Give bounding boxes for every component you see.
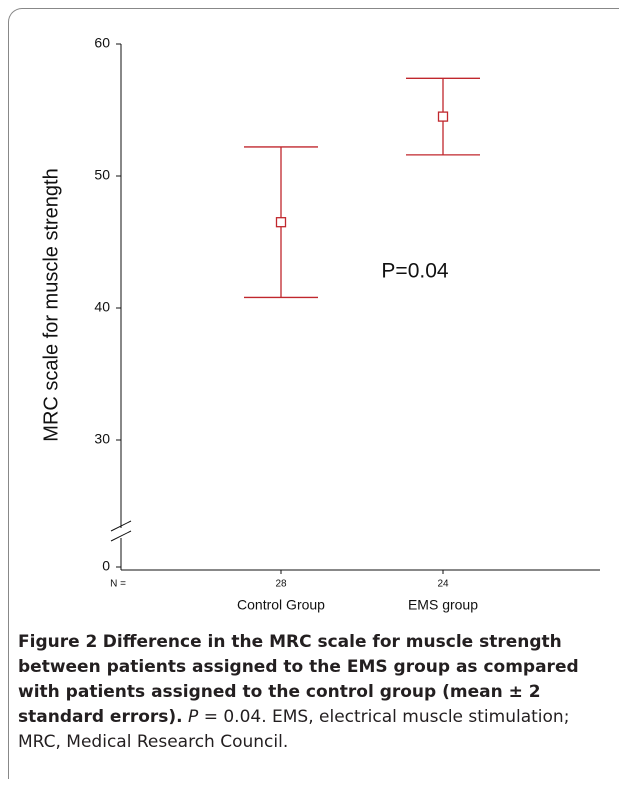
n-label: N = [110, 579, 126, 590]
annotation: P=0.04 [381, 260, 448, 283]
caption-text: = 0.04. EMS, electrical muscle stimulati… [18, 707, 570, 752]
mean-marker [437, 111, 449, 122]
y-tick-label: 50 [94, 167, 110, 183]
x-tick-label: EMS group [408, 597, 478, 613]
x-tick-label: Control Group [237, 597, 325, 613]
y-tick-label: 60 [94, 35, 110, 51]
chart: MRC scale for muscle strength P=0.04 N =… [40, 35, 600, 613]
caption-title: Difference in the MRC scale for muscle s… [18, 632, 579, 727]
figure-frame [8, 8, 619, 779]
caption-label: Figure 2 [18, 632, 98, 652]
mean-marker [275, 217, 287, 228]
y-tick-label: 40 [94, 299, 110, 315]
axis-break [110, 530, 132, 542]
n-value: 28 [275, 579, 287, 590]
caption-p: P [188, 707, 199, 727]
n-value: 24 [437, 579, 449, 590]
axis-break [110, 520, 132, 532]
y-tick-label: 0 [102, 558, 110, 574]
y-tick-label: 30 [94, 431, 110, 447]
caption: Figure 2 Difference in the MRC scale for… [18, 630, 608, 755]
y-axis-label: MRC scale for muscle strength [40, 168, 62, 441]
